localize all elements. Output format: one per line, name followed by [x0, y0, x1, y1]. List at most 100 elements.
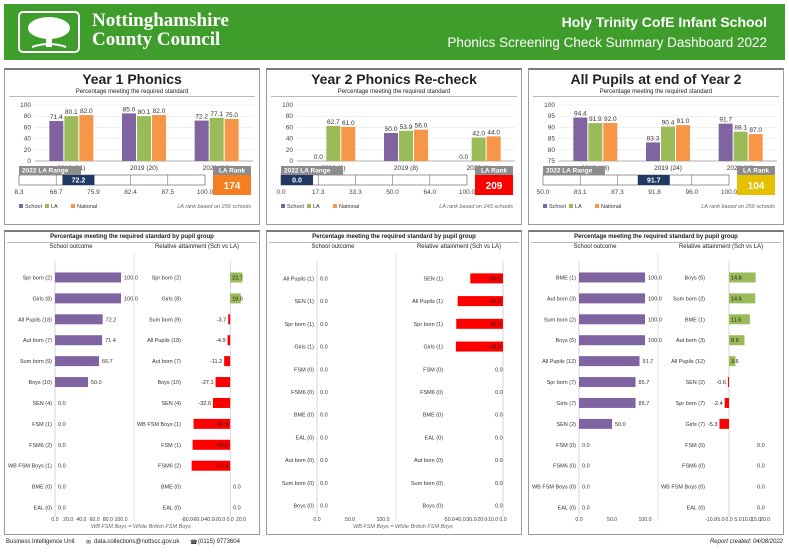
rel-group-label: Sum born (2)	[673, 296, 705, 302]
school-bar	[55, 335, 103, 346]
relative-bar-negative	[227, 335, 231, 346]
la-rank-value: 209	[486, 181, 503, 192]
school-value-label: 71.4	[105, 338, 116, 344]
school-x-tick: 100.0	[115, 517, 128, 523]
school-x-tick: 0.0	[51, 517, 58, 523]
relative-x-tick: 0.0	[227, 517, 234, 523]
group-label: FSM (1)	[32, 422, 52, 428]
la-rank-value: 104	[748, 181, 765, 192]
group-label: Girls (8)	[32, 296, 52, 302]
group-label: SEN (1)	[294, 299, 314, 305]
la-range-tick: 83.1	[574, 189, 587, 196]
school-value-label: 0.0	[582, 485, 590, 491]
school-outcome-header: School outcome	[311, 244, 355, 250]
legend-swatch-national	[71, 204, 75, 208]
la-range-value: 91.7	[647, 178, 661, 185]
year2-recheck-summary-panel: Year 2 Phonics Re-check Percentage meeti…	[266, 68, 522, 225]
school-bar	[55, 293, 121, 304]
footer-email[interactable]: data.collections@nottscc.gov.uk	[94, 539, 180, 545]
legend-swatch-national	[333, 204, 337, 208]
relative-bar-negative	[455, 341, 503, 352]
la-range-tick: 8.3	[14, 189, 23, 196]
relative-value-label: 19.6	[232, 296, 243, 302]
school-value-label: 0.0	[582, 464, 590, 470]
y-tick-label: 60	[286, 124, 294, 131]
bar-la	[326, 125, 341, 161]
y-tick-label: 20	[24, 147, 32, 154]
relative-value-label: -43.6	[488, 345, 501, 351]
rel-group-label: Boys (10)	[157, 380, 181, 386]
rel-group-label: Spr born (7)	[676, 401, 706, 407]
pupil-group-title: Percentage meeting the required standard…	[269, 234, 519, 243]
school-x-tick: 0.0	[313, 517, 320, 523]
y-tick-label: 95	[548, 113, 556, 120]
la-rank-label-bg	[213, 166, 251, 175]
relative-value-label: 0.0	[495, 390, 503, 396]
relative-value-label: -71.4	[216, 464, 229, 470]
group-label: Sum born (0)	[282, 481, 314, 487]
rel-group-label: WB FSM Boys (1)	[137, 422, 181, 428]
data-label: 91.7	[719, 117, 732, 124]
relative-bar-negative	[457, 296, 503, 307]
relative-x-tick: -10.0	[486, 517, 498, 523]
la-range-label: 2022 LA Range	[284, 168, 331, 175]
bar-school	[573, 117, 588, 161]
legend-swatch-la	[307, 204, 311, 208]
data-label: 80.1	[138, 109, 151, 116]
group-label: Aut born (0)	[285, 458, 314, 464]
bar-national	[224, 119, 239, 161]
group-label: Girls (1)	[294, 345, 314, 351]
relative-value-label: 8.6	[731, 338, 739, 344]
la-range-tick: 100.0	[721, 189, 738, 196]
la-rank-box	[213, 175, 251, 195]
school-bar	[579, 314, 645, 325]
school-value-label: 85.7	[639, 401, 650, 407]
relative-bar-positive	[729, 335, 745, 346]
rel-group-label: Girls (7)	[685, 422, 705, 428]
relative-value-label: -30.3	[488, 276, 501, 282]
footer-unit: Business Intelligence Unit	[6, 539, 75, 545]
school-value-label: 85.7	[639, 380, 650, 386]
legend-swatch-la	[45, 204, 49, 208]
school-outcome-header: School outcome	[573, 244, 617, 250]
la-range-tick: 50.0	[537, 189, 550, 196]
school-bar	[579, 293, 645, 304]
school-value-label: 0.0	[58, 401, 66, 407]
la-range-tick: 96.0	[685, 189, 698, 196]
rel-group-label: Sum born (9)	[149, 317, 181, 323]
relative-bar-negative	[456, 318, 503, 329]
la-rank-label: LA Rank	[743, 168, 770, 175]
relative-x-tick: -10.0	[705, 517, 717, 523]
group-label: FSM6 (0)	[553, 464, 576, 470]
school-value-label: 0.0	[320, 504, 328, 510]
y-tick-label: 20	[286, 147, 294, 154]
y-tick-label: 0	[27, 158, 31, 165]
la-range-label: 2022 LA Range	[22, 168, 69, 175]
relative-x-tick: -40.0	[454, 517, 466, 523]
relative-value-label: -11.2	[210, 359, 222, 365]
bar-national	[676, 125, 690, 161]
year2-pupil-group-panel: Percentage meeting the required standard…	[266, 230, 522, 535]
data-label: 71.4	[50, 114, 63, 121]
relative-bar-negative	[224, 356, 231, 367]
data-label: 42.0	[472, 130, 485, 137]
group-label: BME (1)	[556, 275, 576, 281]
data-label: 91.0	[677, 118, 690, 125]
la-rank-label-bg	[737, 166, 775, 175]
rel-group-label: FSM6 (0)	[420, 390, 443, 396]
group-label: Boys (10)	[28, 380, 52, 386]
rel-group-label: Aut born (0)	[414, 458, 443, 464]
relative-value-label: -4.9	[216, 338, 225, 344]
data-label: 91.9	[589, 116, 602, 123]
group-label: All Pupils (18)	[18, 317, 52, 323]
legend-label: National	[77, 204, 97, 210]
legend-label: School	[287, 204, 304, 210]
group-label: BME (0)	[294, 413, 314, 419]
relative-bar-positive	[729, 272, 756, 283]
school-value-label: 0.0	[320, 390, 328, 396]
panel-subtitle: Percentage meeting the required standard	[533, 89, 779, 97]
relative-attainment-header: Relative attainment (Sch vs LA)	[678, 244, 764, 250]
relative-x-tick: -60.0	[192, 517, 204, 523]
relative-bar-negative	[192, 439, 231, 450]
